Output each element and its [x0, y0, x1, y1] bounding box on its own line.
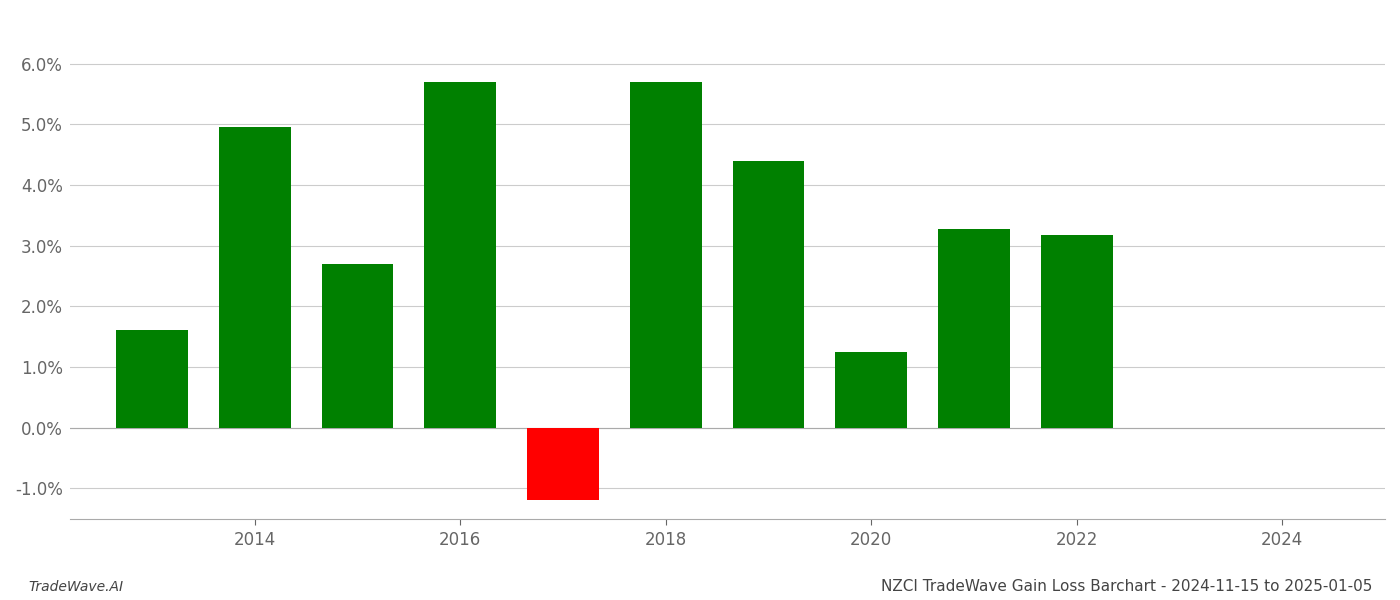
Bar — [526, 428, 599, 500]
Bar — [836, 352, 907, 428]
Bar — [322, 264, 393, 428]
Bar — [1040, 235, 1113, 428]
Text: TradeWave.AI: TradeWave.AI — [28, 580, 123, 594]
Bar — [424, 82, 496, 428]
Bar — [218, 127, 291, 428]
Bar — [116, 331, 188, 428]
Text: NZCI TradeWave Gain Loss Barchart - 2024-11-15 to 2025-01-05: NZCI TradeWave Gain Loss Barchart - 2024… — [881, 579, 1372, 594]
Bar — [630, 82, 701, 428]
Bar — [938, 229, 1009, 428]
Bar — [732, 161, 805, 428]
